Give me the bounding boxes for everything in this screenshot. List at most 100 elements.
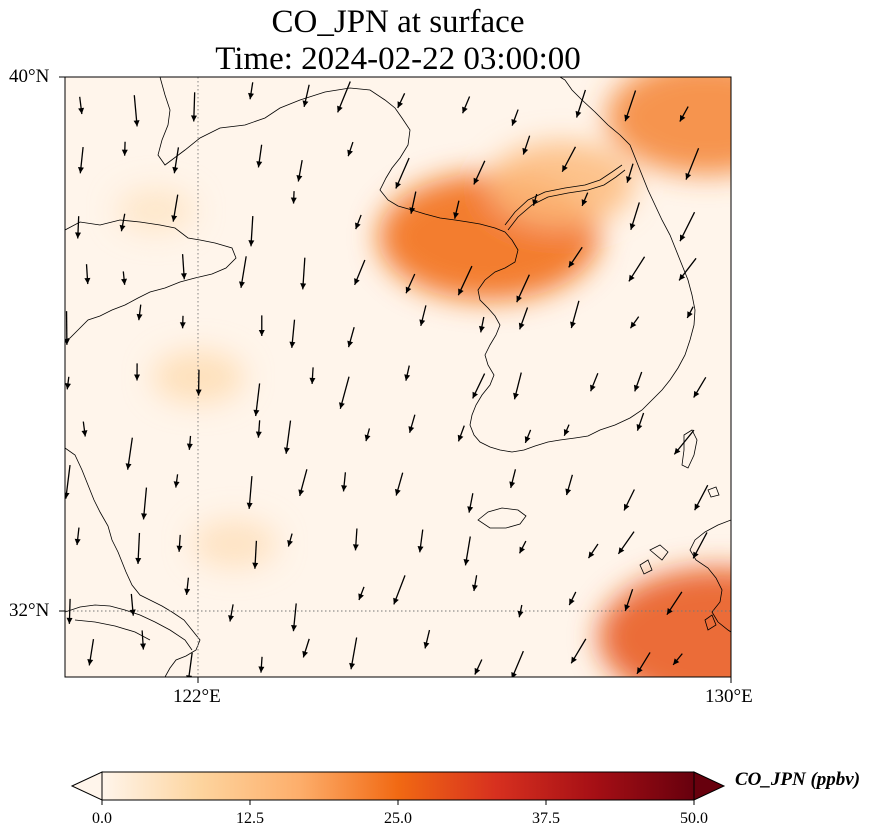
wind-arrow [474,659,483,675]
wind-arrow [78,96,85,115]
wind-arrow [472,373,486,399]
wind-arrow [133,95,140,127]
wind-arrow [66,598,73,624]
wind-arrow [563,424,570,436]
wind-arrow [364,428,371,442]
wind-arrow [686,306,694,319]
wind-arrow [568,591,577,606]
wind-arrow [252,540,259,569]
wind-arrow [524,429,532,444]
wind-arrow [176,534,183,552]
jeju-island [477,507,527,529]
wind-arrow [624,589,634,612]
coastlines [65,77,731,677]
wind-arrow [423,629,431,649]
wind-arrow [121,141,128,156]
wind-arrow [518,540,527,554]
colorbar-extend-high [693,771,726,801]
wind-arrow [190,92,197,122]
wind-arrow [287,533,293,547]
gridlines [65,77,731,677]
wind-vectors [65,81,709,677]
china-coastline [65,219,237,341]
wind-arrow [409,191,417,214]
wind-arrow [532,193,538,206]
wind-arrow [121,271,128,285]
wind-arrow [693,376,707,398]
wind-arrow [180,254,187,280]
wind-arrow [419,305,427,327]
colorbar-extend-low [70,771,103,801]
wind-arrow [246,476,253,509]
map-plot [59,76,732,683]
wind-arrow [258,315,265,336]
wind-arrow [694,484,709,511]
wind-arrow [228,604,234,622]
wind-arrow [136,304,143,321]
wind-arrow [509,469,517,489]
wind-arrow [283,420,292,454]
wind-arrow [453,200,460,219]
wind-arrow [302,84,310,108]
wind-arrow [518,307,529,330]
wind-arrow [300,257,307,290]
wind-arrow [291,603,298,632]
wind-arrow [289,319,296,348]
wind-arrow [636,412,645,431]
wind-arrow [248,82,254,100]
wind-arrow [302,638,310,658]
wind-arrow [255,420,262,438]
wind-arrow [355,214,362,230]
wind-arrow [253,383,261,417]
map-title: CO_JPN at surface [271,4,525,40]
wind-arrow [81,421,88,437]
wind-arrow [629,316,640,329]
wind-arrow [129,593,136,616]
wind-arrow [457,425,465,442]
wind-arrow [417,529,424,553]
map-subtitle-time: Time: 2024-02-22 03:00:00 [215,41,581,77]
wind-arrow [134,363,141,381]
wind-arrow [463,536,471,566]
wind-arrow [77,146,84,174]
wind-arrow [65,311,70,345]
wind-arrow [173,474,180,488]
wind-arrow [666,591,683,616]
wind-arrow [296,160,303,182]
wind-arrow [65,376,71,390]
co-hotspot [606,77,731,175]
wind-arrow [565,474,574,496]
wind-arrow [75,216,82,239]
wind-arrow [171,194,179,222]
wind-arrow [179,315,186,329]
wind-arrow [309,367,316,385]
wind-arrow [258,656,265,673]
wind-arrow [467,493,474,513]
wind-arrow [626,163,634,183]
colorbar-tick-label: 12.5 [236,810,264,827]
wind-arrow [119,213,126,232]
liaodong-coastline [157,77,506,233]
korea-dmz-border [504,164,626,231]
wind-arrow [685,147,700,180]
wind-arrow [575,89,587,118]
wind-arrow [125,437,133,470]
wind-arrow [358,586,365,601]
colorbar-tick-label: 0.0 [92,810,112,827]
wind-arrow [135,532,142,564]
wind-arrow [568,246,583,268]
colorbar-tick-label: 37.5 [532,810,560,827]
wind-arrow [457,265,473,296]
wind-arrow [65,465,71,499]
colorbar-tick-label: 25.0 [384,810,412,827]
wind-arrow [298,469,308,497]
wind-arrow [349,637,358,670]
wind-arrow [172,147,180,174]
wind-arrow [195,369,202,396]
wind-arrow [461,96,471,114]
wind-arrow [617,531,635,555]
colorbar-gradient [101,771,695,801]
colorbar-tick-label: 50.0 [680,810,708,827]
wind-arrow [347,327,355,348]
wind-arrow [633,371,643,392]
